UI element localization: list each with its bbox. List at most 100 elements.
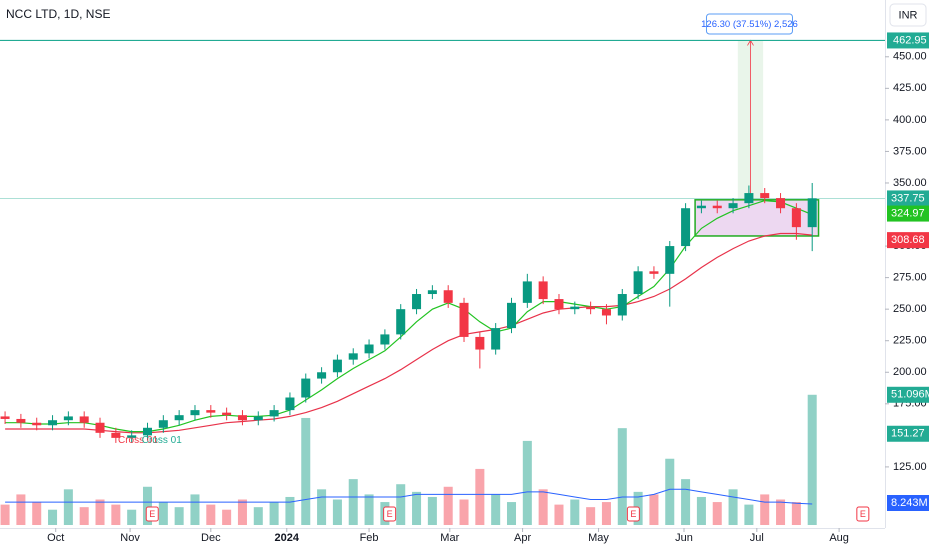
volume-bar bbox=[0, 504, 10, 525]
candle-body bbox=[570, 306, 580, 310]
volume-bar bbox=[253, 507, 263, 525]
candle-body bbox=[681, 208, 691, 247]
candle-body bbox=[443, 290, 453, 303]
candle-body bbox=[348, 353, 358, 360]
volume-bar bbox=[522, 440, 532, 525]
candle-body bbox=[174, 415, 184, 421]
volume-bar bbox=[681, 479, 691, 525]
candle-body bbox=[744, 193, 754, 204]
candle-body bbox=[16, 418, 26, 423]
cross-label: Cross 01 bbox=[142, 435, 182, 446]
y-tick-label: 400.00 bbox=[893, 114, 927, 126]
volume-bar bbox=[744, 504, 754, 525]
volume-bar bbox=[538, 489, 548, 525]
volume-bar bbox=[601, 502, 611, 525]
x-tick-label: Dec bbox=[201, 532, 221, 544]
volume-bar bbox=[459, 499, 469, 525]
candle-body bbox=[222, 412, 232, 416]
candle-body bbox=[127, 435, 137, 438]
measure-label: 126.30 (37.51%) 2,526 bbox=[701, 19, 798, 30]
candle-body bbox=[158, 420, 168, 428]
y-tick-label: 450.00 bbox=[893, 51, 927, 63]
candle-body bbox=[617, 294, 627, 316]
x-tick-label: Mar bbox=[440, 532, 459, 544]
candle-body bbox=[506, 302, 517, 329]
candle-body bbox=[48, 420, 58, 426]
ma-slow-tag bbox=[887, 232, 929, 249]
x-tick-label: 2024 bbox=[275, 532, 300, 544]
volume-bar bbox=[554, 504, 564, 525]
volume-bar bbox=[586, 507, 596, 525]
y-tick-label: 225.00 bbox=[893, 335, 927, 347]
candle-body bbox=[586, 306, 596, 310]
volume-bar bbox=[364, 494, 374, 525]
ma-slow-line bbox=[5, 232, 813, 434]
candle-body bbox=[0, 416, 10, 419]
last-price-tag-label: 337.75 bbox=[891, 192, 925, 204]
chart-title: NCC LTD, 1D, NSE bbox=[6, 7, 110, 21]
volume-bar bbox=[570, 499, 580, 525]
volume-bar bbox=[79, 507, 89, 525]
volume-bar bbox=[95, 499, 105, 525]
volume-bar bbox=[317, 489, 327, 525]
candle-body bbox=[807, 198, 817, 228]
volume-bar bbox=[506, 502, 517, 525]
candle-body bbox=[206, 410, 216, 413]
x-tick-label: Nov bbox=[120, 532, 140, 544]
volume-bar bbox=[174, 507, 184, 525]
candle-body bbox=[633, 271, 643, 295]
volume-bar bbox=[158, 502, 168, 525]
candle-body bbox=[95, 422, 105, 433]
last-price-tag bbox=[887, 190, 929, 207]
volume-bar bbox=[649, 494, 659, 525]
volume-bar bbox=[206, 504, 216, 525]
x-tick-label: May bbox=[588, 532, 609, 544]
earnings-label: E bbox=[149, 509, 155, 519]
candle-body bbox=[649, 271, 659, 274]
earnings-marker bbox=[856, 506, 870, 522]
volume-bar bbox=[63, 489, 73, 525]
volume-bar bbox=[760, 494, 770, 525]
volume-bar bbox=[48, 509, 58, 525]
y-tick-label: 425.00 bbox=[893, 82, 927, 94]
candle-body bbox=[791, 208, 801, 228]
volume-ma-tag bbox=[887, 495, 929, 511]
volume-bar bbox=[16, 494, 26, 525]
volume-bar bbox=[412, 491, 422, 525]
candle-body bbox=[301, 378, 311, 398]
volume-bar bbox=[665, 458, 675, 525]
y-tick-label: 250.00 bbox=[893, 303, 927, 315]
volume-bar bbox=[142, 486, 153, 525]
earnings-label: E bbox=[630, 509, 636, 519]
y-tick-label: 125.00 bbox=[893, 461, 927, 473]
y-tick-label: 375.00 bbox=[893, 145, 927, 157]
x-tick-label: Oct bbox=[47, 532, 64, 544]
x-tick-label: Jul bbox=[750, 532, 764, 544]
candle-body bbox=[253, 416, 263, 421]
y-tick-label: 200.00 bbox=[893, 366, 927, 378]
volume-bar bbox=[728, 489, 738, 525]
candle-body bbox=[491, 328, 501, 350]
candle-body bbox=[364, 344, 374, 354]
candle-body bbox=[554, 299, 564, 310]
candle-body bbox=[79, 416, 89, 423]
measure-label-box bbox=[705, 13, 793, 35]
candle-body bbox=[32, 422, 42, 426]
indicator-tag-label: 151.27 bbox=[891, 428, 925, 440]
currency-button[interactable] bbox=[889, 3, 927, 27]
candle-body bbox=[111, 432, 121, 438]
volume-bar bbox=[807, 394, 817, 525]
candle-body bbox=[63, 416, 73, 421]
volume-bar bbox=[127, 509, 137, 525]
earnings-marker bbox=[145, 506, 159, 522]
volume-bar bbox=[427, 496, 437, 525]
volume-bar bbox=[332, 499, 342, 525]
currency-label: INR bbox=[899, 9, 918, 21]
earnings-label: E bbox=[860, 509, 866, 519]
volume-bar bbox=[617, 428, 627, 525]
candle-body bbox=[712, 205, 722, 209]
candle-body bbox=[412, 294, 422, 310]
candle-body bbox=[269, 410, 279, 417]
